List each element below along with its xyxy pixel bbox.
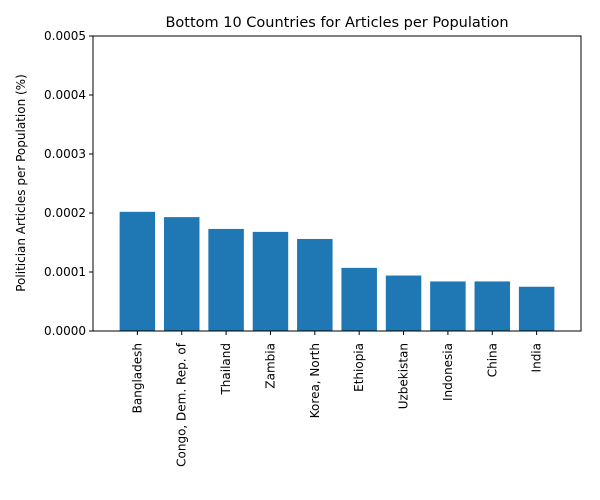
bars-group	[119, 211, 555, 331]
bar-3	[252, 231, 289, 331]
bar-0	[119, 211, 156, 331]
bar-8	[474, 281, 511, 331]
x-tick-label: Korea, North	[308, 343, 322, 418]
y-tick-label: 0.0003	[44, 147, 86, 161]
bar-5	[341, 267, 377, 331]
plot-area-frame	[92, 35, 582, 332]
x-tick-label: Indonesia	[441, 343, 455, 401]
x-tick-label: China	[485, 343, 499, 377]
y-axis-ticks: 0.0000 0.0001 0.0002 0.0003 0.0004 0.0005	[44, 29, 93, 338]
y-axis-label: Politician Articles per Population (%)	[14, 74, 28, 292]
x-tick-label: Bangladesh	[130, 343, 144, 413]
chart-title: Bottom 10 Countries for Articles per Pop…	[165, 15, 508, 31]
x-tick-label: India	[530, 343, 544, 372]
y-tick-label: 0.0000	[44, 324, 86, 338]
bar-1	[163, 217, 200, 331]
bar-9	[518, 286, 555, 331]
y-tick-label: 0.0001	[44, 265, 86, 279]
bar-6	[385, 275, 422, 331]
bar-2	[208, 228, 244, 331]
x-tick-label: Ethiopia	[352, 343, 366, 392]
bar-4	[297, 238, 333, 331]
y-tick-label: 0.0005	[44, 29, 86, 43]
x-tick-label: Thailand	[219, 343, 233, 396]
bar-7	[430, 281, 466, 331]
x-tick-label: Congo, Dem. Rep. of	[175, 342, 189, 467]
y-tick-label: 0.0002	[44, 206, 86, 220]
x-tick-label: Uzbekistan	[397, 343, 411, 409]
x-axis-ticks: Bangladesh Congo, Dem. Rep. of Thailand Zam…	[130, 331, 544, 467]
x-tick-label: Zambia	[263, 343, 277, 389]
y-tick-label: 0.0004	[44, 88, 86, 102]
